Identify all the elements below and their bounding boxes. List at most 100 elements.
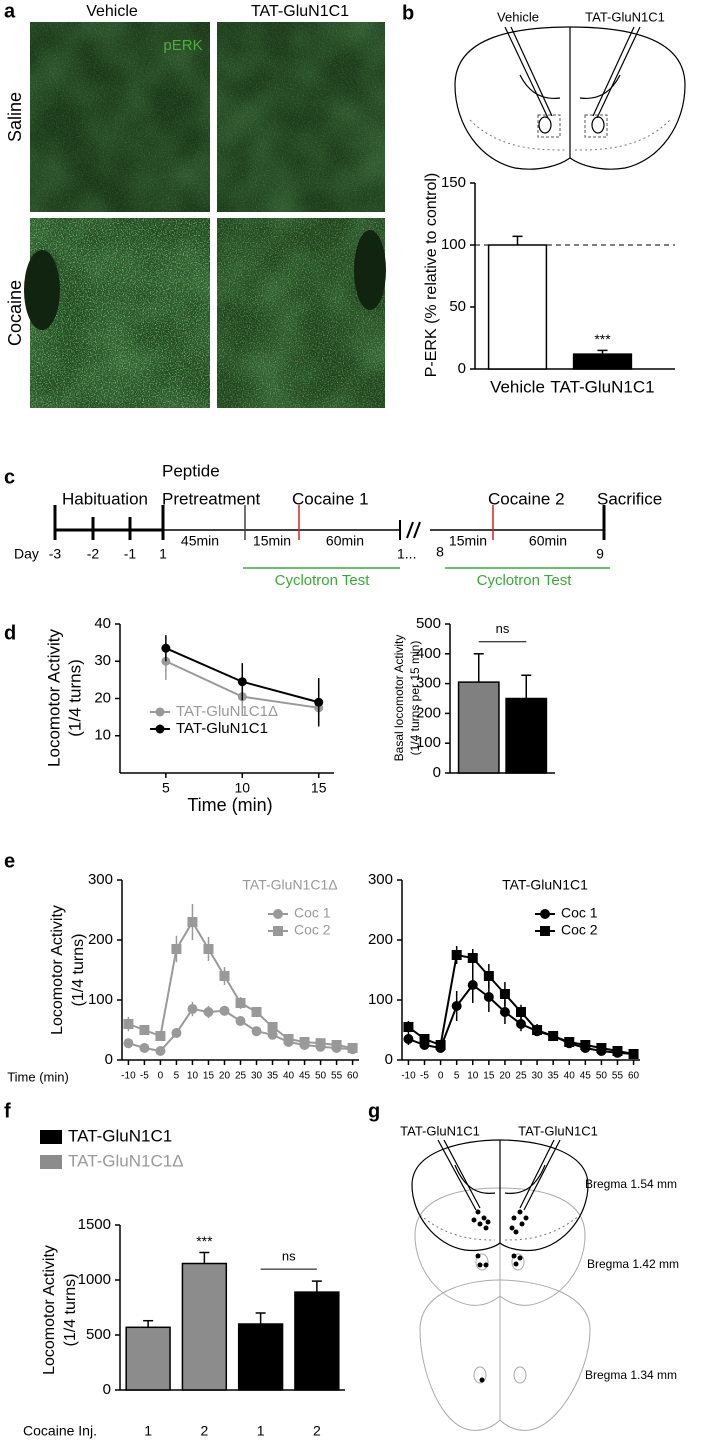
commissure xyxy=(511,1253,525,1271)
y-tick-label: 100 xyxy=(416,734,441,751)
region-outline xyxy=(419,1214,581,1241)
data-point xyxy=(403,1022,414,1032)
significance-label: *** xyxy=(594,331,611,347)
legend-marker xyxy=(273,926,283,936)
dark-region xyxy=(24,250,60,330)
data-point xyxy=(331,1040,342,1050)
y-tick-label: 100 xyxy=(88,991,113,1008)
x-tick-label: 55 xyxy=(331,1071,343,1082)
y-tick-label: 100 xyxy=(441,236,466,253)
x-tick-label: -10 xyxy=(401,1071,416,1082)
ventricle xyxy=(454,1164,546,1194)
day: -2 xyxy=(87,546,100,562)
data-point xyxy=(171,944,182,954)
series-line xyxy=(128,920,353,1049)
data-point xyxy=(532,1025,543,1035)
data-point xyxy=(123,1019,134,1029)
legend-label: TAT-GluN1C1Δ xyxy=(68,1151,184,1170)
data-point xyxy=(435,1040,446,1050)
panel-letter: e xyxy=(4,850,15,872)
data-point xyxy=(267,1029,278,1040)
y-axis-label: (1/4 turns per 15 min) xyxy=(408,641,422,756)
data-point xyxy=(155,1031,166,1041)
column-label: TAT-GluN1C1 xyxy=(251,3,349,20)
legend-marker xyxy=(155,724,165,734)
y-tick-label: 0 xyxy=(385,1051,393,1068)
series-line xyxy=(407,953,634,1055)
data-point xyxy=(483,992,494,1002)
data-point xyxy=(123,1038,134,1049)
legend-swatch xyxy=(40,1155,62,1169)
x-tick-label: 2 xyxy=(200,1423,208,1439)
data-point xyxy=(628,1049,639,1059)
x-tick-label: TAT-GluN1C1 xyxy=(550,377,654,396)
legend-label: Coc 1 xyxy=(294,905,331,921)
panel-letter: b xyxy=(402,2,414,24)
y-axis-label: P-ERK (% relative to control) xyxy=(423,173,440,378)
day: -3 xyxy=(49,546,62,562)
x-tick-label: -10 xyxy=(121,1071,136,1082)
bregma-label: Bregma 1.42 mm xyxy=(587,1257,679,1271)
x-tick-label: 0 xyxy=(438,1071,444,1082)
x-tick-label: 15 xyxy=(203,1071,215,1082)
bar xyxy=(457,681,500,774)
timeline xyxy=(53,505,610,569)
y-tick-label: 300 xyxy=(416,675,441,692)
x-tick-label: Vehicle xyxy=(490,377,545,396)
cannula xyxy=(437,1139,561,1211)
x-tick-label: 10 xyxy=(234,780,250,796)
y-tick-label: 1500 xyxy=(78,1216,111,1233)
data-point xyxy=(516,1007,526,1017)
x-tick-label: 40 xyxy=(564,1071,576,1082)
micrographs xyxy=(24,22,386,408)
schematic-label: Vehicle xyxy=(497,9,539,24)
x-tick-label: 30 xyxy=(532,1071,544,1082)
panel-letter: d xyxy=(4,622,16,644)
column-label: Vehicle xyxy=(86,3,138,20)
data-point xyxy=(171,1028,182,1038)
x-tick-label: 2 xyxy=(313,1423,321,1439)
ventricle xyxy=(519,74,621,100)
data-point xyxy=(203,944,214,954)
phase-label: Cocaine 2 xyxy=(488,489,565,508)
x-tick-label: 25 xyxy=(515,1071,527,1082)
x-tick-label: 5 xyxy=(174,1071,180,1082)
x-tick-label: 60 xyxy=(347,1071,359,1082)
x-tick-label: 15 xyxy=(483,1071,495,1082)
bar xyxy=(237,1323,284,1391)
data-point xyxy=(548,1031,559,1041)
stain-label: pERK xyxy=(163,37,202,54)
commissure xyxy=(538,116,552,134)
data-point xyxy=(155,1046,166,1056)
y-axis-label: Locomotor Activity xyxy=(49,905,66,1035)
commissure xyxy=(473,1366,487,1384)
y-tick-label: 0 xyxy=(458,360,466,377)
section-outline xyxy=(419,1279,591,1431)
data-point xyxy=(203,1007,214,1017)
data-point xyxy=(564,1037,575,1047)
legend-marker xyxy=(155,707,165,717)
chart-title: TAT-GluN1C1Δ xyxy=(242,877,337,893)
data-point xyxy=(451,950,462,960)
x-axis-label: Cocaine Inj. xyxy=(23,1423,97,1439)
data-point xyxy=(219,1005,230,1016)
legend-label: Coc 2 xyxy=(561,922,598,938)
data-point xyxy=(419,1034,430,1044)
day: 1... xyxy=(397,546,416,562)
x-tick-label: 5 xyxy=(162,780,170,796)
sample-box xyxy=(537,114,561,138)
y-axis-label: Locomotor Activity xyxy=(41,1245,58,1375)
brain-schematic xyxy=(454,26,686,170)
data-point xyxy=(403,1034,414,1044)
data-point xyxy=(467,980,478,990)
bregma-label: Bregma 1.34 mm xyxy=(585,1368,677,1382)
duration: 15min xyxy=(253,533,291,549)
y-axis-label: (1/4 turns) xyxy=(62,1274,79,1347)
legend-label: TAT-GluN1C1Δ xyxy=(176,703,278,720)
y-axis-label: (1/4 turns) xyxy=(70,934,87,1007)
y-tick-label: 150 xyxy=(441,174,466,191)
x-tick-label: 30 xyxy=(251,1071,263,1082)
y-tick-label: 0 xyxy=(105,1051,113,1068)
axis-break xyxy=(406,521,421,539)
x-tick-label: 35 xyxy=(548,1071,560,1082)
